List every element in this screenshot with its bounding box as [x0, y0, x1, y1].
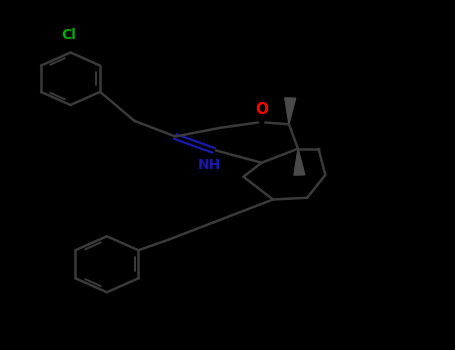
Text: NH: NH [197, 158, 221, 172]
Polygon shape [294, 149, 305, 175]
Text: O: O [255, 102, 268, 117]
Text: Cl: Cl [61, 28, 76, 42]
Polygon shape [285, 98, 296, 124]
